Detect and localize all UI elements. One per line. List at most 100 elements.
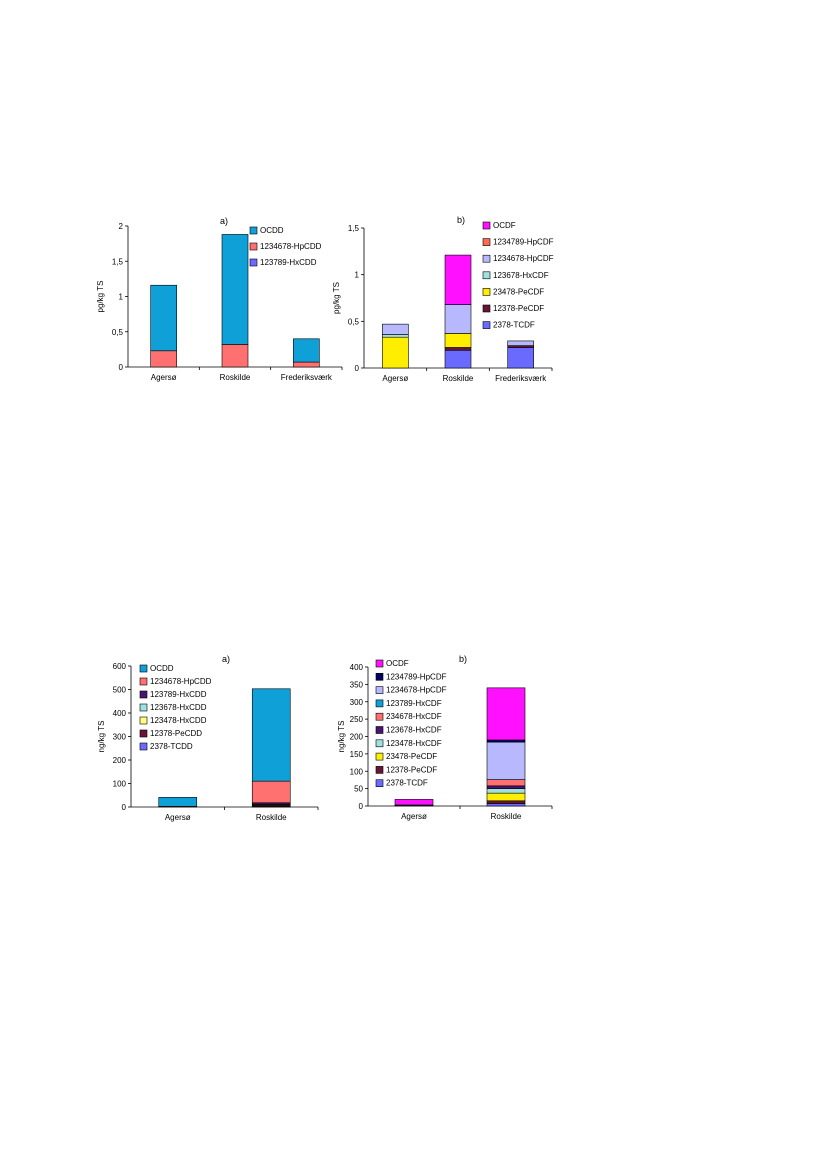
legend-swatch — [249, 226, 258, 235]
bar-segment-OCDD — [221, 234, 249, 345]
legend-entry: 123789-HxCDF — [386, 699, 442, 708]
bar-segment-1234678-HpCDF — [444, 304, 472, 334]
legend-entry: 12378-PeCDF — [493, 304, 544, 313]
y-axis-label: ng/kg TS — [337, 721, 346, 753]
legend-swatch — [249, 258, 258, 267]
y-tick-label: 500 — [113, 686, 127, 695]
y-tick-label: 400 — [350, 663, 364, 672]
legend-swatch — [139, 664, 148, 673]
x-tick-label: Roskilde — [220, 373, 251, 382]
legend-swatch — [482, 304, 491, 313]
x-tick-label: Frederiksværk — [495, 374, 547, 383]
y-tick-label: 400 — [113, 709, 127, 718]
chart-top-right: 0 0,5 1 1,5 pg/kg TS b) Agersø Roskilde Frederik… — [332, 215, 554, 383]
x-tick-label: Frederiksværk — [281, 373, 333, 382]
y-axis-label: pg/kg TS — [332, 282, 341, 314]
y-tick-label: 0 — [359, 802, 364, 811]
legend-entry: 1234789-HpCDF — [493, 238, 554, 247]
x-tick-label: Roskilde — [491, 812, 522, 821]
legend-entry: 12378-PeCDF — [386, 765, 437, 774]
bar-segment-23478-PeCDF — [382, 336, 409, 369]
legend-swatch — [139, 703, 148, 712]
legend-swatch — [482, 238, 491, 246]
legend-swatch — [375, 779, 384, 788]
legend-entry: 2378-TCDF — [386, 779, 428, 788]
bar-segment-OCDD — [158, 797, 198, 807]
y-tick-label: 300 — [350, 698, 364, 707]
y-tick-label: 0,5 — [112, 328, 124, 337]
bar-segment-123678-HxCDF — [486, 785, 526, 789]
x-tick-label: Agersø — [401, 812, 427, 821]
bar-segment-1234678-HpCDD — [150, 350, 177, 368]
x-tick-label: Agersø — [382, 374, 408, 383]
x-tick-label: Roskilde — [443, 374, 474, 383]
legend-entry: 1234678-HpCDD — [260, 242, 322, 251]
legend-entry: 23478-PeCDF — [493, 287, 544, 296]
legend-swatch — [375, 752, 384, 761]
y-tick-label: 0 — [119, 363, 124, 372]
x-tick-label: Agersø — [151, 373, 177, 382]
legend-entry: 123789-HxCDD — [150, 690, 207, 699]
legend-swatch — [375, 659, 384, 668]
chart-bottom-right: 0 50 100 150 200 250 300 350 400 ng/kg TS b) Agersø… — [337, 654, 553, 821]
legend-entry: 1234678-HpCDD — [150, 677, 212, 686]
panel-label: b) — [459, 654, 467, 664]
legend-swatch — [375, 739, 384, 748]
legend-entry: OCDD — [260, 226, 284, 235]
legend-swatch — [482, 271, 491, 280]
legend-swatch — [139, 716, 148, 725]
bar-segment-1234678-HpCDD — [221, 344, 249, 368]
bar-segment-12378-PeCDF — [444, 347, 472, 351]
legend-swatch — [139, 677, 148, 686]
bar-segment-OCDF — [444, 254, 472, 305]
x-tick-label: Agersø — [165, 813, 191, 822]
y-axis-label: ng/kg TS — [97, 721, 106, 753]
legend-entry: OCDF — [386, 659, 409, 668]
bar-segment-23478-PeCDF — [486, 792, 526, 802]
y-axis-label: pg/kg TS — [96, 281, 105, 313]
chart-top-left: 0 0,5 1 1,5 2 pg/kg TS a) Agersø Roskilde Frederi… — [96, 216, 343, 382]
bar-segment-123678-HxCDF — [382, 334, 409, 338]
bar-segment-1234678-HpCDF — [486, 741, 526, 780]
bar-segment-1234678-HpCDD — [293, 361, 320, 368]
legend-entry: 123678-HxCDF — [493, 271, 549, 280]
panel-label: a) — [222, 654, 230, 664]
y-tick-label: 250 — [350, 715, 364, 724]
legend-entry: 234678-HxCDF — [386, 712, 442, 721]
legend-swatch — [139, 742, 148, 751]
legend-swatch — [375, 712, 384, 721]
y-tick-label: 300 — [113, 733, 127, 742]
panel-label: a) — [220, 216, 228, 226]
legend-entry: OCDF — [493, 221, 516, 230]
y-tick-label: 200 — [350, 733, 364, 742]
y-tick-label: 100 — [113, 780, 127, 789]
bar-segment-2378-TCDF — [444, 349, 472, 369]
bar-segment-2378-TCDF — [507, 347, 534, 369]
legend-entry: 123478-HxCDF — [386, 739, 442, 748]
legend-entry: 1234678-HpCDF — [493, 254, 554, 263]
legend-swatch — [249, 242, 258, 251]
legend-entry: 2378-TCDD — [150, 742, 193, 751]
bar-segment-12378-PeCDF — [486, 800, 526, 804]
legend-swatch — [482, 254, 491, 263]
legend-swatch — [482, 321, 491, 329]
legend-entry: 2378-TCDF — [493, 321, 535, 330]
y-tick-label: 1,5 — [348, 224, 360, 233]
y-tick-label: 0,5 — [348, 317, 360, 326]
legend-entry: 123789-HxCDD — [260, 258, 317, 267]
bar-segment-OCDD — [293, 338, 320, 363]
y-tick-label: 1 — [355, 271, 360, 280]
legend-swatch — [375, 766, 384, 774]
y-tick-label: 50 — [354, 785, 363, 794]
y-tick-label: 1,5 — [112, 257, 124, 266]
chart-bottom-left: 0 100 200 300 400 500 600 ng/kg TS a) Agersø Roski… — [97, 654, 319, 822]
legend-swatch — [375, 672, 384, 681]
legend-swatch — [139, 729, 148, 738]
bar-segment-OCDF — [394, 799, 434, 806]
legend-entry: 123678-HxCDD — [150, 703, 207, 712]
legend-swatch — [375, 686, 384, 694]
y-tick-label: 350 — [350, 680, 364, 689]
x-tick-label: Roskilde — [256, 813, 287, 822]
legend-swatch — [482, 221, 491, 230]
